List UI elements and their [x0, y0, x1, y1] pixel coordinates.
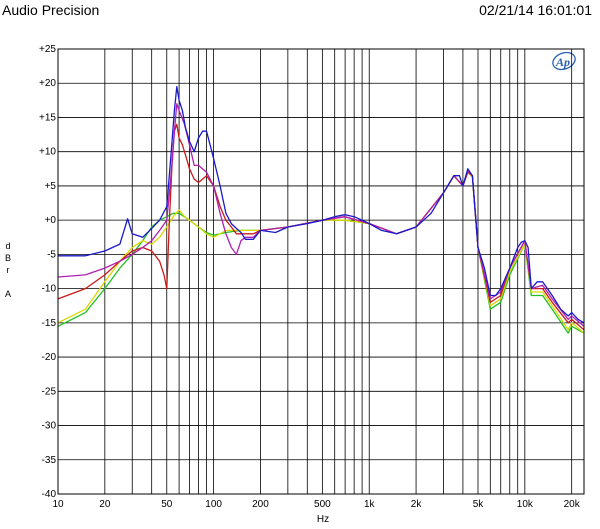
- series-line: [58, 86, 585, 324]
- y-tick-label: +10: [39, 147, 56, 158]
- x-tick-label: 1k: [364, 499, 376, 510]
- y-tick-labels: +25 +20 +15 +10 +5 +0 -5 -10 -15 -20 -25 -30 -35 -40: [39, 44, 56, 500]
- x-tick-label: 500: [314, 499, 331, 510]
- x-axis-label: Hz: [317, 514, 329, 525]
- grid-lines: [57, 48, 584, 495]
- series-line: [57, 103, 585, 327]
- chart-title: Audio Precision: [2, 2, 100, 18]
- series-line: [57, 123, 585, 331]
- y-tick-label: -15: [42, 318, 57, 329]
- y-axis-label-char: B: [4, 253, 11, 263]
- y-tick-label: -5: [47, 249, 56, 260]
- ap-logo-text: Ap: [555, 55, 570, 69]
- x-tick-label: 200: [252, 499, 269, 510]
- y-tick-label: +15: [39, 112, 56, 123]
- y-axis-label-char: r: [6, 265, 10, 275]
- y-tick-label: +25: [39, 44, 56, 55]
- y-tick-label: -40: [42, 489, 57, 500]
- y-tick-label: -30: [42, 421, 57, 432]
- y-tick-label: +0: [45, 215, 57, 226]
- y-axis-label-char: d: [5, 241, 11, 251]
- series-line: [57, 171, 585, 334]
- plot-frame: [57, 48, 585, 495]
- x-tick-label: 2k: [411, 499, 423, 510]
- x-tick-label: 5k: [473, 499, 485, 510]
- y-tick-label: +20: [39, 78, 56, 89]
- series-lines: [57, 86, 585, 334]
- y-axis-label: d B r A: [2, 240, 14, 300]
- x-tick-label: 20k: [564, 499, 581, 510]
- x-tick-label: 10: [52, 499, 64, 510]
- series-line: [57, 171, 585, 334]
- x-tick-label: 20: [99, 499, 111, 510]
- y-tick-label: -10: [42, 284, 57, 295]
- x-tick-label: 50: [161, 499, 173, 510]
- x-tick-label: 100: [205, 499, 222, 510]
- ap-logo: Ap: [552, 51, 576, 71]
- y-axis-label-char: A: [4, 289, 11, 299]
- x-tick-labels: 10 20 50 100 200 500 1k 2k 5k 10k 20k: [52, 499, 580, 510]
- y-tick-label: +5: [45, 181, 57, 192]
- y-tick-label: -25: [42, 386, 57, 397]
- timestamp: 02/21/14 16:01:01: [479, 2, 592, 18]
- y-tick-label: -20: [42, 352, 57, 363]
- x-tick-label: 10k: [517, 499, 534, 510]
- y-tick-label: -35: [42, 455, 57, 466]
